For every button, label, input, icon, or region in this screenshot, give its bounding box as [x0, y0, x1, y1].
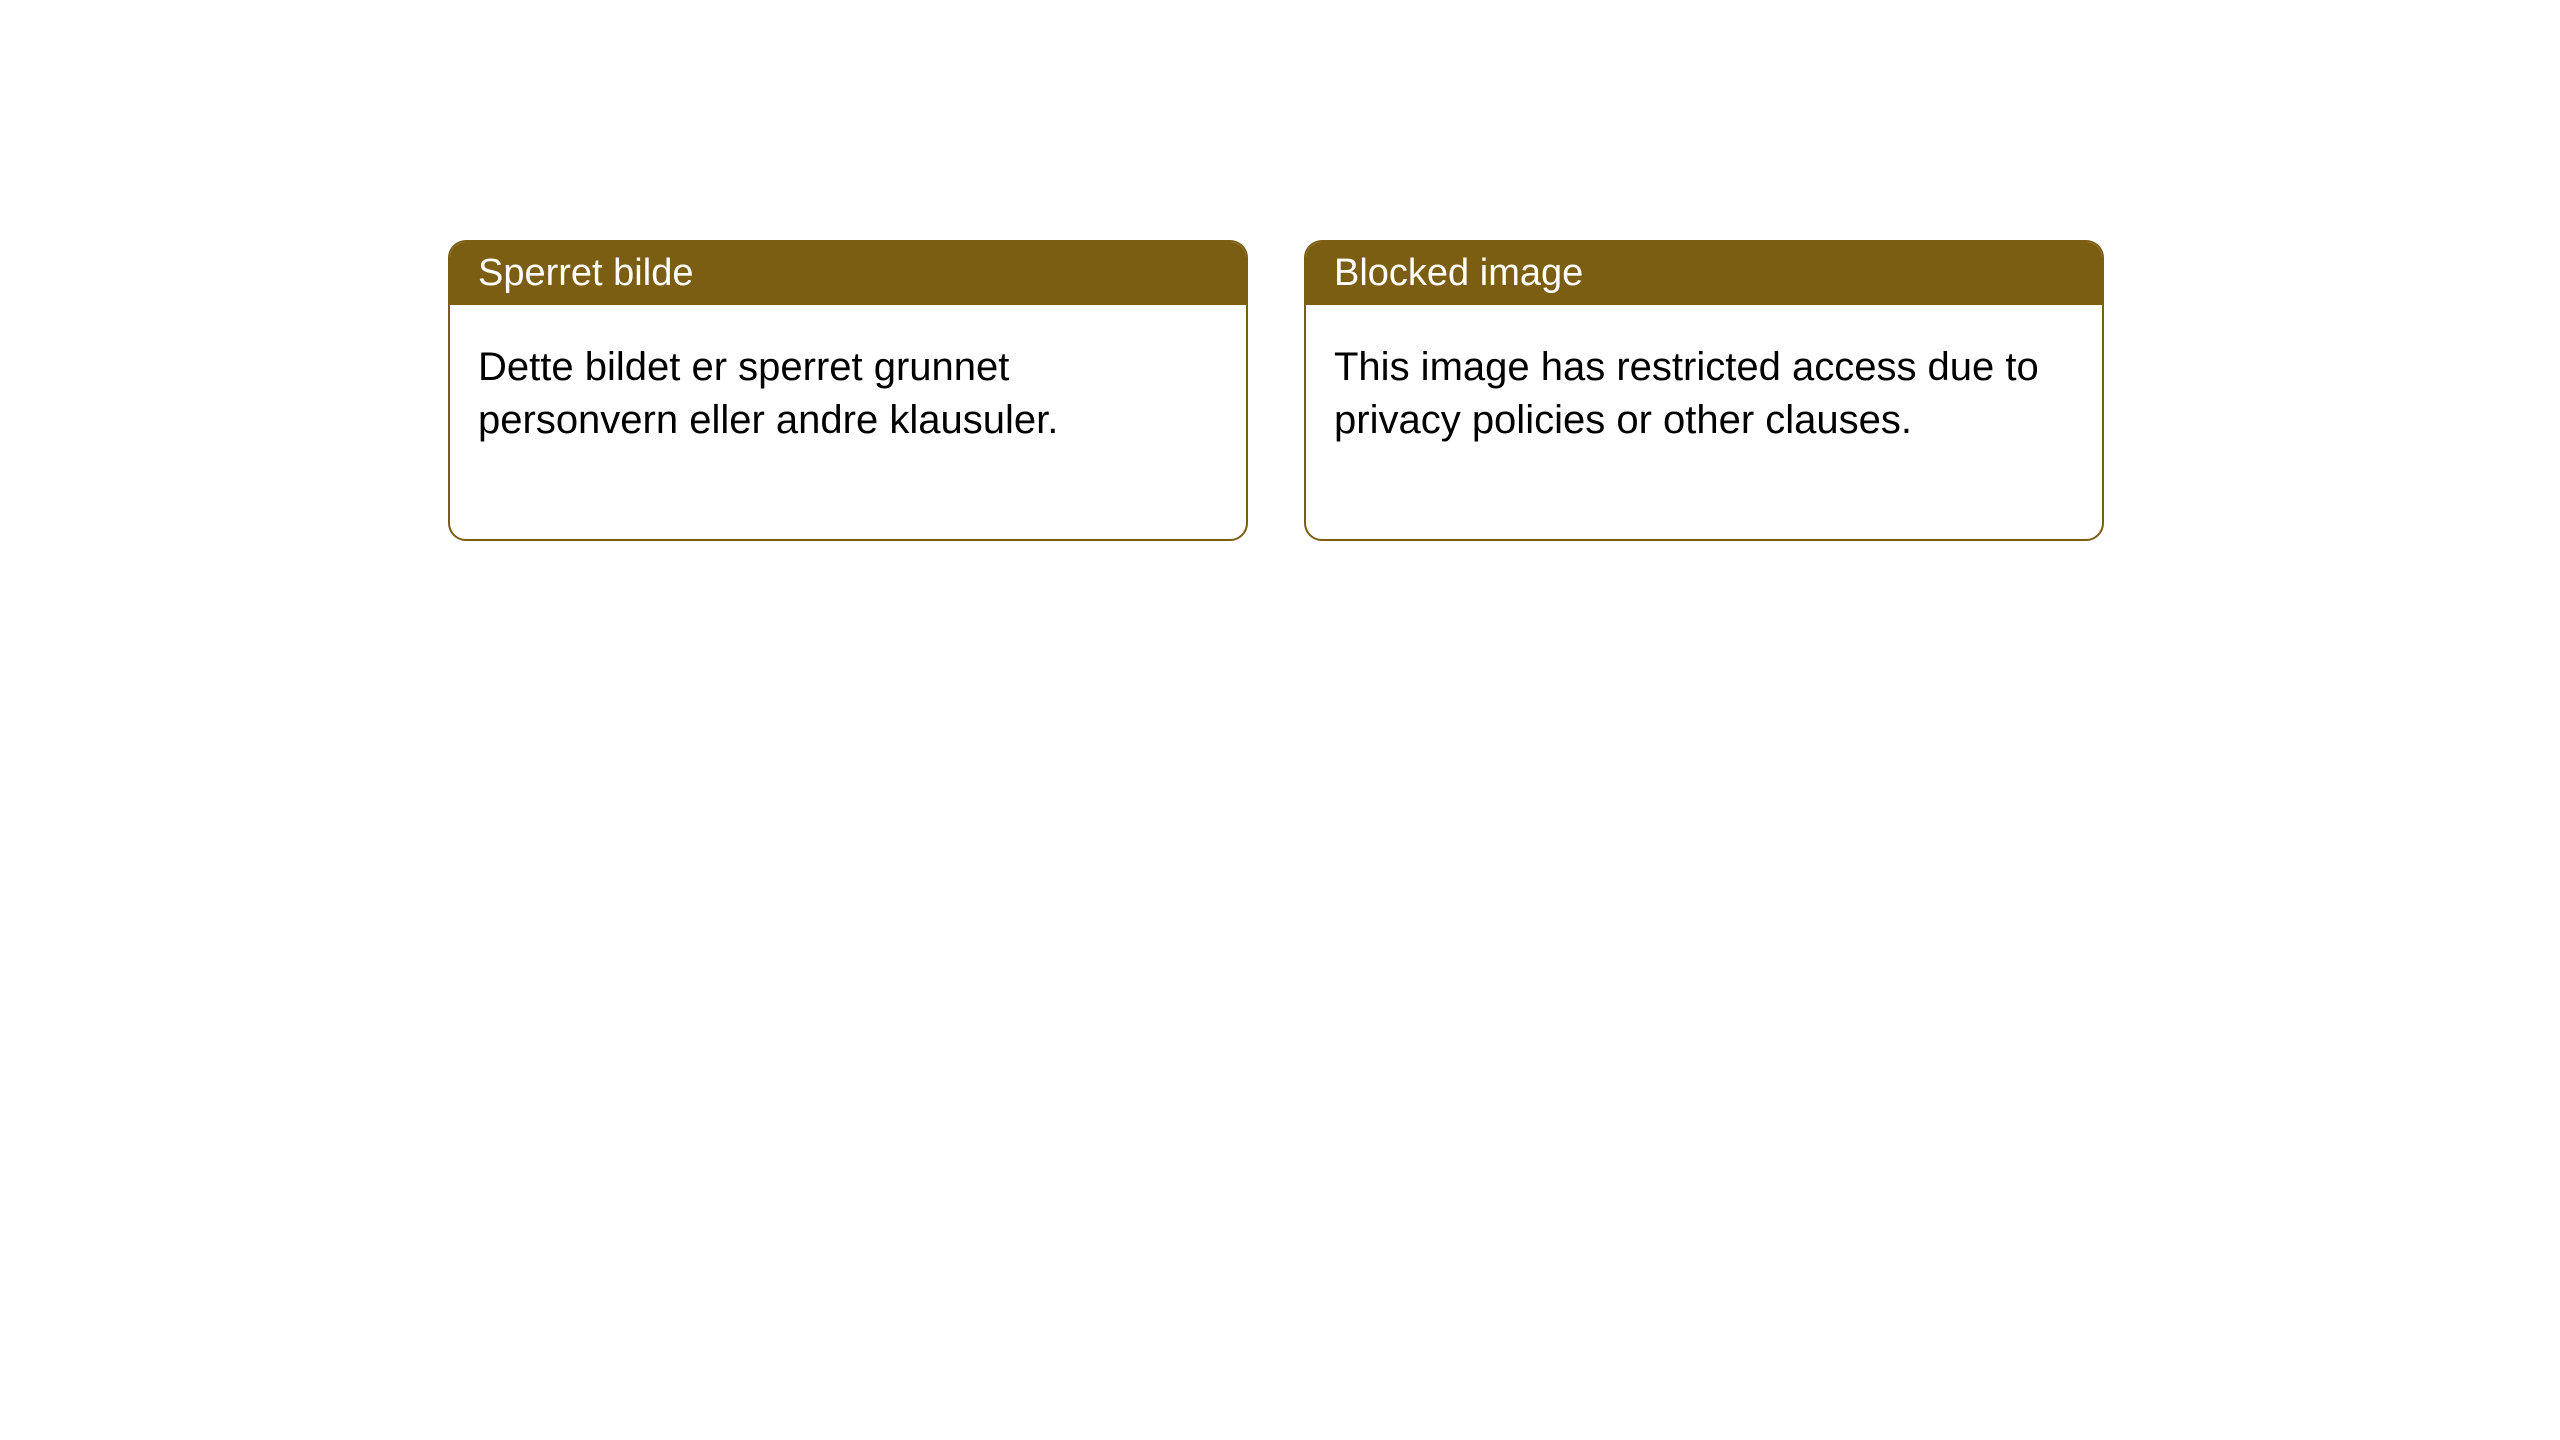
notice-header: Blocked image: [1306, 242, 2102, 305]
notice-body: This image has restricted access due to …: [1306, 305, 2102, 539]
notice-body-text: This image has restricted access due to …: [1334, 345, 2039, 442]
notice-title: Sperret bilde: [478, 252, 693, 294]
notice-container: Sperret bilde Dette bildet er sperret gr…: [448, 240, 2104, 541]
notice-title: Blocked image: [1334, 252, 1583, 294]
notice-card-norwegian: Sperret bilde Dette bildet er sperret gr…: [448, 240, 1248, 541]
notice-card-english: Blocked image This image has restricted …: [1304, 240, 2104, 541]
notice-header: Sperret bilde: [450, 242, 1246, 305]
notice-body: Dette bildet er sperret grunnet personve…: [450, 305, 1246, 539]
notice-body-text: Dette bildet er sperret grunnet personve…: [478, 345, 1058, 442]
